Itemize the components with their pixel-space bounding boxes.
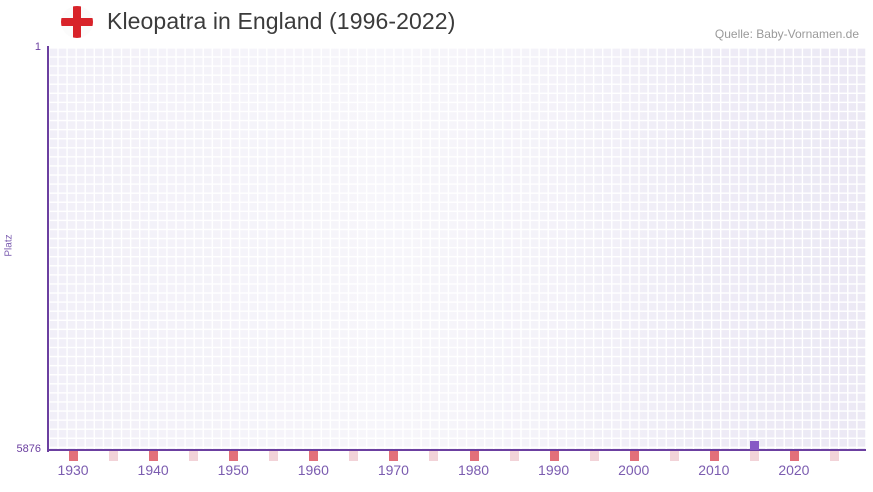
x-tick-mark [269,451,279,461]
x-tick-mark [829,451,839,461]
y-axis-label-bottom: 5876 [16,443,41,455]
x-axis-tick-label: 1940 [137,462,169,478]
x-axis-tick-label: 1990 [538,462,570,478]
bars-layer [49,48,866,450]
x-axis-line [47,449,866,451]
x-axis-tick-label: 2000 [618,462,650,478]
x-axis-tick-label: 1950 [217,462,249,478]
x-tick-mark [349,451,359,461]
source-attribution: Quelle: Baby-Vornamen.de [714,27,859,41]
y-axis-line [47,46,49,452]
y-axis-title: Platz [3,234,15,257]
x-axis-tick-label: 1980 [457,462,490,478]
england-flag-icon [61,6,93,38]
x-tick-mark [69,451,79,461]
flag-cross-vertical [73,6,81,38]
x-tick-mark [189,451,199,461]
x-tick-mark [669,451,679,461]
x-axis-labels: 1930 1940 1950 1960 1970 1980 1990 2000 2010 2020 [0,462,873,484]
x-axis-tick-label: 1930 [57,462,89,478]
x-axis-tick-label: 2010 [698,462,730,478]
x-axis-tick-label: 1970 [377,462,409,478]
x-tick-mark [629,451,639,461]
chart-header: Kleopatra in England (1996-2022) Quelle:… [0,0,873,46]
x-tick-mark [229,451,239,461]
x-tick-mark [109,451,119,461]
x-tick-mark [549,451,559,461]
x-tick-mark [709,451,719,461]
x-tick-mark [749,451,759,461]
bar[interactable] [749,441,759,450]
x-tick-mark [389,451,399,461]
x-axis-tick-label: 1960 [297,462,329,478]
y-axis-label-top: 1 [34,41,41,53]
x-tick-mark [429,451,439,461]
x-tick-mark [589,451,599,461]
x-tick-mark [149,451,159,461]
x-tick-mark [789,451,799,461]
x-axis-tick-label: 2020 [778,462,810,478]
x-tick-mark [509,451,519,461]
x-tick-mark [309,451,319,461]
x-tick-mark [469,451,479,461]
page-title: Kleopatra in England (1996-2022) [107,8,456,34]
x-tick-marks [49,451,866,461]
